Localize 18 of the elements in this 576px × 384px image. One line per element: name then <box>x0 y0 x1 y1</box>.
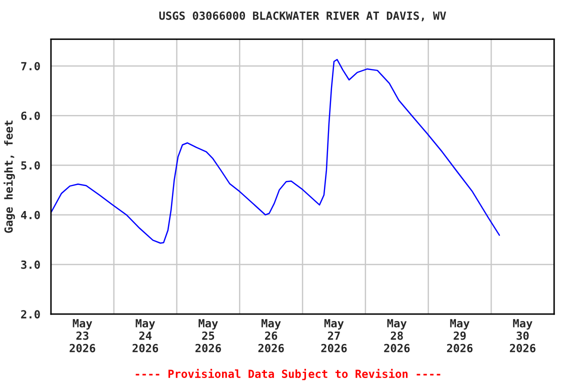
x-tick-label: May 26 2026 <box>258 319 284 352</box>
y-tick-label: 2.0 <box>21 310 40 318</box>
y-tick-label: 3.0 <box>21 260 40 269</box>
y-axis-title: Gage height, feet <box>4 120 15 233</box>
y-tick-label: 5.0 <box>21 161 40 170</box>
x-tick-label: May 29 2026 <box>447 319 473 352</box>
y-tick-label: 4.0 <box>21 210 40 220</box>
y-tick-label: 7.0 <box>21 62 40 70</box>
x-tick-label: May 28 2026 <box>384 319 410 352</box>
x-tick-label: May 23 2026 <box>70 319 96 352</box>
line-series <box>50 58 500 244</box>
y-tick-label: 6.0 <box>21 112 40 120</box>
x-tick-label: May 24 2026 <box>132 319 158 352</box>
x-tick-label: May 30 2026 <box>510 319 536 352</box>
text: ---- Provisional Data Subject to Revision ---- <box>136 368 440 380</box>
chart-title: USGS 03066000 BLACKWATER RIVER AT DAVIS, WV <box>159 11 446 22</box>
x-tick-label: May 25 2026 <box>195 319 221 352</box>
x-tick-label: May 27 2026 <box>321 319 347 352</box>
